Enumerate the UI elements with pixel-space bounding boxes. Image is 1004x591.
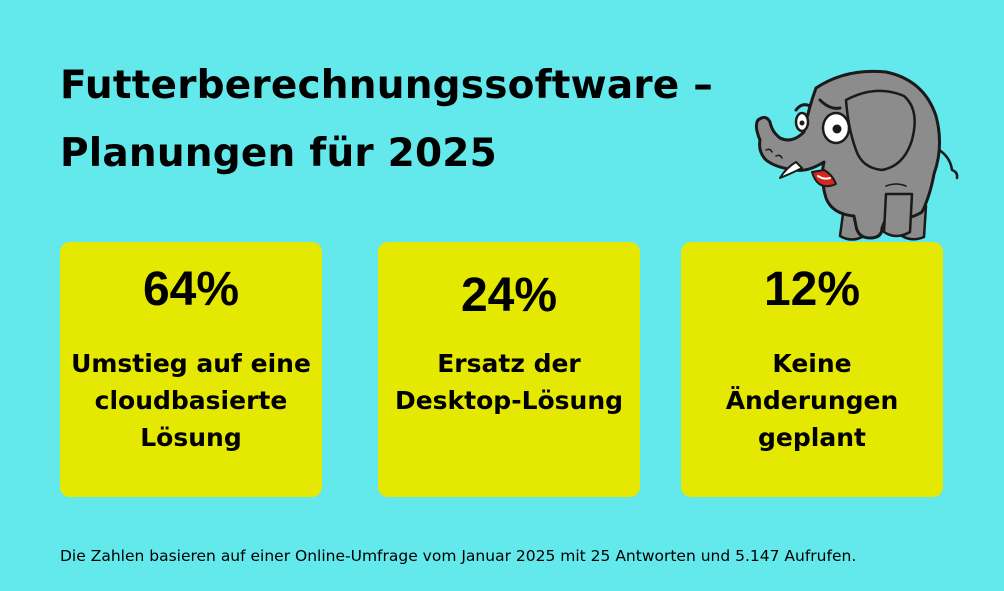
elephant-drawing [756, 71, 957, 239]
stat-label-line: Lösung [60, 419, 322, 456]
stat-label-line: Keine [681, 345, 943, 382]
stat-label-line: cloudbasierte [60, 382, 322, 419]
title-line-2: Planungen für 2025 [60, 120, 780, 188]
stat-card-desktop: 24% Ersatz der Desktop-Lösung [378, 242, 640, 497]
stat-label-line: Änderungen [681, 382, 943, 419]
stat-card-cloud: 64% Umstieg auf eine cloudbasierte Lösun… [60, 242, 322, 497]
stat-label-line: Umstieg auf eine [60, 345, 322, 382]
stat-label-no-change: Keine Änderungen geplant [681, 345, 943, 456]
page-title: Futterberechnungssoftware – Planungen fü… [60, 52, 780, 188]
stat-value-cloud: 64% [60, 262, 322, 318]
stat-label-cloud: Umstieg auf eine cloudbasierte Lösung [60, 345, 322, 456]
elephant-icon [736, 66, 968, 242]
stat-label-line: Desktop-Lösung [378, 382, 640, 419]
footnote: Die Zahlen basieren auf einer Online-Umf… [60, 545, 856, 567]
stat-card-no-change: 12% Keine Änderungen geplant [681, 242, 943, 497]
title-line-1: Futterberechnungssoftware – [60, 52, 780, 120]
stat-value-no-change: 12% [681, 262, 943, 318]
infographic: Futterberechnungssoftware – Planungen fü… [0, 0, 1004, 591]
stat-value-desktop: 24% [378, 268, 640, 324]
stat-label-line: Ersatz der [378, 345, 640, 382]
stat-label-line: geplant [681, 419, 943, 456]
stat-label-desktop: Ersatz der Desktop-Lösung [378, 345, 640, 419]
